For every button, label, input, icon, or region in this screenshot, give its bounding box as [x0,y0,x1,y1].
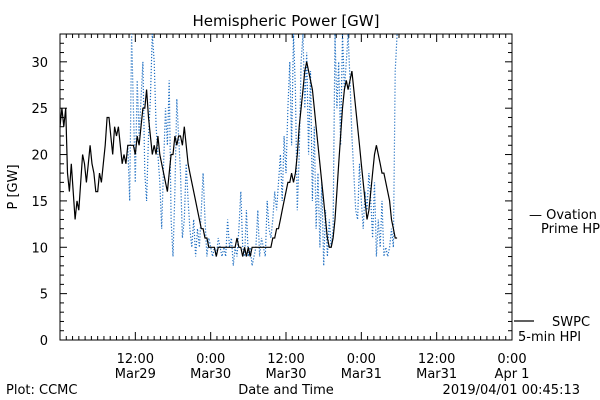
y-axis-label: P [GW] [6,164,21,209]
y-tick-label: 0 [40,334,48,349]
x-tick-time-label: 0:00 [347,352,376,367]
legend-swpc-line1: SWPC [552,315,590,330]
x-tick-date-label: Apr 1 [495,367,530,382]
y-tick-label: 10 [31,241,48,256]
x-tick-time-label: 12:00 [267,352,304,367]
legend-ovation-line1: — Ovation [529,208,597,223]
x-tick-date-label: Mar31 [416,367,457,382]
y-tick-label: 30 [31,56,48,71]
x-tick-date-label: Mar29 [115,367,156,382]
x-tick-date-label: Mar30 [265,367,306,382]
legend-swpc-line2: 5-min HPI [518,330,581,345]
x-tick-time-label: 12:00 [117,352,154,367]
y-tick-label: 15 [31,195,48,210]
axis-ticks: 05101520253012:00Mar290:00Mar3012:00Mar3… [31,33,530,382]
plot-axes [59,33,513,341]
series-layer [59,33,398,266]
y-tick-label: 5 [40,288,48,303]
y-tick-label: 25 [31,102,48,117]
x-tick-time-label: 0:00 [196,352,225,367]
x-tick-time-label: 12:00 [418,352,455,367]
plot-credit: Plot: CCMC [6,383,77,398]
ovation-prime-series-line [127,33,398,266]
timestamp: 2019/04/01 00:45:13 [443,383,580,398]
x-axis-label: Date and Time [238,383,334,398]
y-tick-label: 20 [31,149,48,164]
legend-ovation-line2: Prime HPI [541,222,600,237]
x-tick-date-label: Mar31 [341,367,382,382]
x-tick-time-label: 0:00 [497,352,526,367]
swpc-hpi-series-line [59,61,398,257]
plot-frame [59,33,513,341]
chart-title: Hemispheric Power [GW] [193,12,380,30]
x-tick-date-label: Mar30 [190,367,231,382]
